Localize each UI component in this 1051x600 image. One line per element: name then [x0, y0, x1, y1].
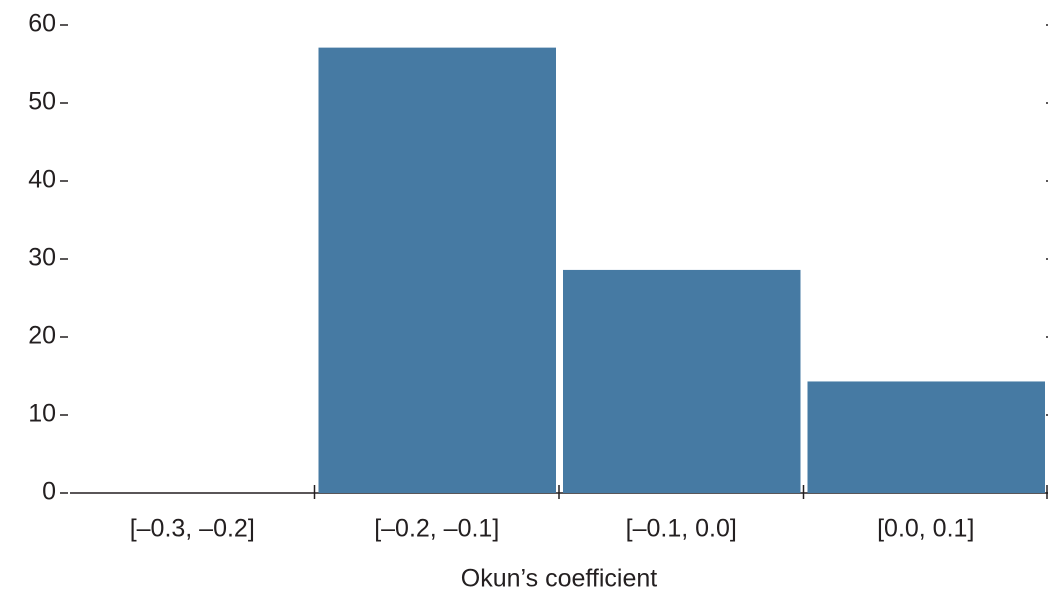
bar — [563, 269, 801, 493]
y-tick-label: 10 — [28, 400, 56, 428]
bar — [318, 47, 556, 494]
y-tick-label: 20 — [28, 322, 56, 350]
x-tick-label: [–0.2, –0.1] — [374, 515, 499, 543]
y-tick-label: 0 — [42, 478, 56, 506]
y-tick-label: 50 — [28, 88, 56, 116]
bar — [807, 381, 1045, 493]
y-tick-label: 30 — [28, 244, 56, 272]
x-tick-label: [–0.3, –0.2] — [130, 515, 255, 543]
x-tick-label: [0.0, 0.1] — [877, 515, 974, 543]
y-tick-label: 40 — [28, 166, 56, 194]
y-tick-label: 60 — [28, 10, 56, 38]
x-tick-label: [–0.1, 0.0] — [626, 515, 737, 543]
x-axis-label: Okun’s coefficient — [461, 565, 657, 593]
